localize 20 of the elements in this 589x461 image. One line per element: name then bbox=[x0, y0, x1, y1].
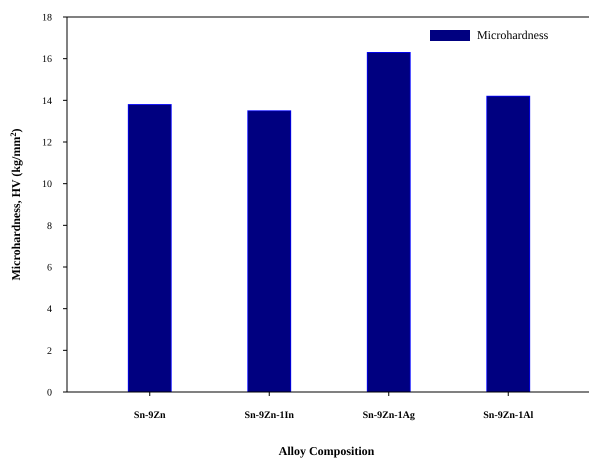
x-tick-label: Sn-9Zn-1Al bbox=[483, 410, 534, 421]
y-tick-label: 12 bbox=[42, 138, 52, 148]
legend-label: Microhardness bbox=[477, 28, 549, 42]
x-axis-title: Alloy Composition bbox=[278, 444, 375, 458]
y-tick-label: 0 bbox=[47, 388, 52, 398]
y-tick-label: 8 bbox=[47, 220, 52, 232]
y-tick-label: 18 bbox=[42, 12, 52, 24]
y-tick-label: 16 bbox=[42, 54, 52, 66]
bar bbox=[366, 52, 411, 392]
bar bbox=[247, 110, 292, 392]
bar bbox=[128, 104, 172, 392]
x-tick-label: Sn-9Zn bbox=[134, 410, 166, 421]
x-tick-label: Sn-9Zn-1In bbox=[244, 410, 294, 421]
y-tick-label: 10 bbox=[42, 179, 52, 190]
bar bbox=[486, 96, 530, 392]
y-tick-label: 4 bbox=[47, 304, 52, 316]
y-tick-label: 6 bbox=[47, 262, 52, 274]
x-tick-label: Sn-9Zn-1Ag bbox=[362, 410, 415, 421]
y-tick-label: 14 bbox=[42, 96, 52, 107]
y-tick-label: 2 bbox=[47, 346, 52, 357]
